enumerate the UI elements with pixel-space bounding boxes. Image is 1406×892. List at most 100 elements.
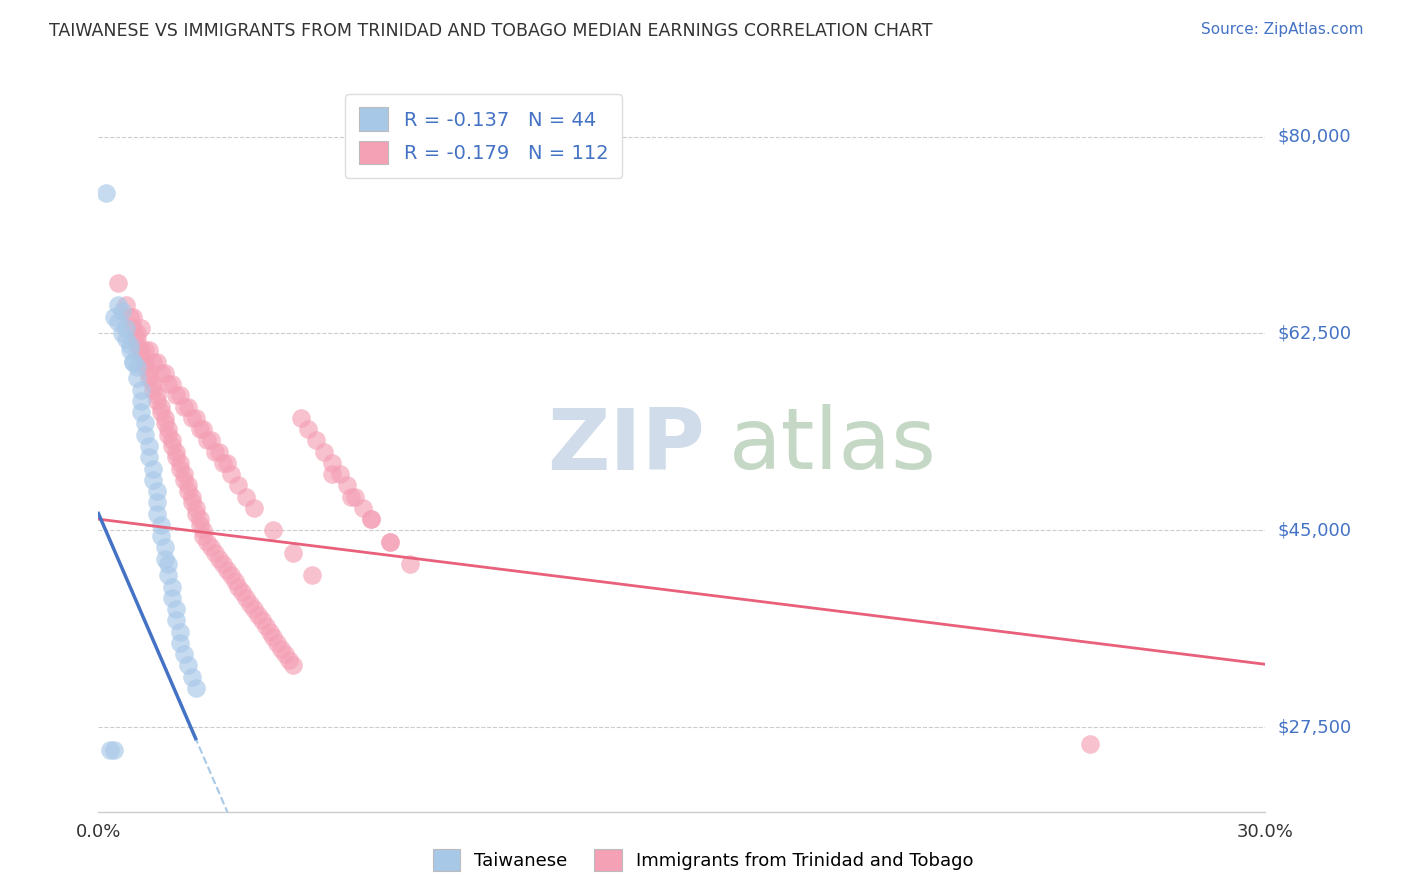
Point: [188, 517, 211, 532]
Point: [177, 400, 200, 414]
Point: [149, 366, 172, 380]
Point: [195, 434, 218, 448]
Point: [122, 321, 145, 335]
Point: [111, 326, 134, 341]
Text: Source: ZipAtlas.com: Source: ZipAtlas.com: [1201, 22, 1364, 37]
Point: [254, 619, 277, 633]
Text: $45,000: $45,000: [1277, 522, 1351, 540]
Point: [103, 310, 125, 324]
Point: [107, 298, 129, 312]
Point: [107, 315, 129, 329]
Point: [146, 483, 169, 498]
Point: [162, 377, 184, 392]
Point: [212, 456, 235, 470]
Point: [270, 641, 292, 656]
Point: [173, 473, 195, 487]
Point: [266, 636, 288, 650]
Point: [235, 591, 257, 605]
Text: ZIP: ZIP: [547, 404, 706, 488]
Point: [165, 444, 187, 458]
Point: [162, 434, 184, 448]
Text: TAIWANESE VS IMMIGRANTS FROM TRINIDAD AND TOBAGO MEDIAN EARNINGS CORRELATION CHA: TAIWANESE VS IMMIGRANTS FROM TRINIDAD AN…: [49, 22, 932, 40]
Point: [180, 490, 202, 504]
Point: [208, 551, 231, 566]
Point: [157, 568, 180, 582]
Point: [157, 557, 180, 571]
Point: [129, 394, 152, 409]
Point: [360, 512, 382, 526]
Point: [200, 541, 222, 555]
Point: [142, 377, 165, 392]
Point: [219, 568, 242, 582]
Point: [142, 461, 165, 475]
Point: [169, 461, 191, 475]
Point: [278, 653, 301, 667]
Point: [142, 383, 165, 397]
Point: [162, 580, 184, 594]
Point: [129, 349, 152, 363]
Point: [149, 529, 172, 543]
Point: [321, 467, 343, 482]
Point: [138, 366, 160, 380]
Point: [246, 607, 269, 622]
Point: [173, 400, 195, 414]
Legend: R = -0.137   N = 44, R = -0.179   N = 112: R = -0.137 N = 44, R = -0.179 N = 112: [346, 94, 621, 178]
Point: [153, 417, 176, 431]
Point: [329, 467, 352, 482]
Point: [193, 422, 215, 436]
Point: [157, 422, 180, 436]
Point: [235, 490, 257, 504]
Point: [165, 388, 187, 402]
Point: [162, 591, 184, 605]
Point: [162, 439, 184, 453]
Point: [153, 366, 176, 380]
Point: [281, 546, 304, 560]
Point: [114, 321, 136, 335]
Text: $27,500: $27,500: [1277, 718, 1351, 736]
Point: [129, 383, 152, 397]
Point: [169, 456, 191, 470]
Point: [169, 388, 191, 402]
Point: [96, 186, 118, 200]
Point: [231, 585, 253, 599]
Point: [122, 354, 145, 368]
Point: [184, 681, 207, 695]
Point: [165, 450, 187, 465]
Point: [127, 360, 149, 375]
Point: [157, 427, 180, 442]
Point: [134, 360, 156, 375]
Point: [200, 434, 222, 448]
Point: [184, 500, 207, 515]
Point: [118, 310, 141, 324]
Point: [118, 343, 141, 358]
Point: [134, 417, 156, 431]
Legend: Taiwanese, Immigrants from Trinidad and Tobago: Taiwanese, Immigrants from Trinidad and …: [426, 842, 980, 879]
Point: [98, 743, 121, 757]
Point: [1080, 737, 1102, 751]
Point: [122, 310, 145, 324]
Point: [142, 354, 165, 368]
Point: [262, 630, 284, 644]
Point: [127, 326, 149, 341]
Point: [165, 614, 187, 628]
Point: [195, 534, 218, 549]
Point: [224, 574, 246, 588]
Point: [129, 343, 152, 358]
Point: [142, 473, 165, 487]
Point: [177, 478, 200, 492]
Point: [146, 394, 169, 409]
Point: [153, 410, 176, 425]
Point: [138, 371, 160, 385]
Point: [297, 422, 319, 436]
Point: [111, 304, 134, 318]
Point: [312, 444, 335, 458]
Point: [228, 478, 250, 492]
Point: [149, 400, 172, 414]
Point: [321, 456, 343, 470]
Point: [193, 524, 215, 538]
Point: [259, 624, 281, 639]
Point: [180, 495, 202, 509]
Point: [184, 410, 207, 425]
Point: [114, 332, 136, 346]
Point: [149, 405, 172, 419]
